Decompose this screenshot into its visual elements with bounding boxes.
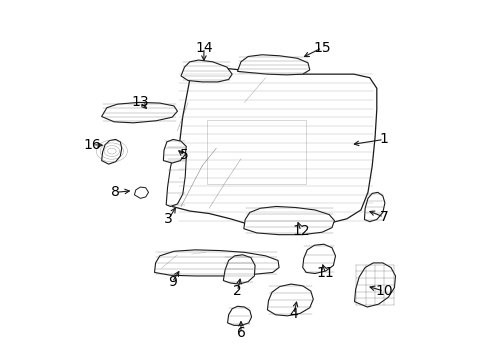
Text: 14: 14 (195, 41, 212, 55)
Text: 12: 12 (291, 224, 309, 238)
Text: 2: 2 (233, 284, 242, 298)
Polygon shape (181, 60, 232, 82)
Text: 5: 5 (180, 148, 188, 162)
Polygon shape (166, 145, 186, 207)
Polygon shape (302, 244, 335, 274)
Text: 6: 6 (236, 327, 245, 341)
Text: 4: 4 (289, 307, 298, 321)
Text: 3: 3 (164, 212, 173, 226)
Polygon shape (267, 284, 313, 316)
Text: 9: 9 (167, 275, 176, 289)
Polygon shape (172, 67, 376, 228)
Text: 13: 13 (131, 95, 149, 109)
Polygon shape (227, 306, 251, 325)
Text: 8: 8 (111, 185, 120, 199)
Polygon shape (102, 139, 122, 164)
Polygon shape (364, 192, 384, 222)
Polygon shape (223, 255, 255, 284)
Polygon shape (237, 55, 309, 75)
Polygon shape (102, 102, 177, 123)
Text: 1: 1 (379, 132, 387, 147)
Polygon shape (134, 187, 148, 198)
Text: 16: 16 (84, 138, 102, 152)
Text: 7: 7 (379, 210, 387, 224)
Polygon shape (163, 139, 186, 163)
Text: 10: 10 (374, 284, 392, 298)
Polygon shape (354, 263, 395, 307)
Polygon shape (154, 250, 279, 276)
Text: 15: 15 (313, 41, 330, 55)
Text: 11: 11 (316, 266, 334, 280)
Bar (207, 120, 305, 184)
Polygon shape (244, 207, 334, 235)
